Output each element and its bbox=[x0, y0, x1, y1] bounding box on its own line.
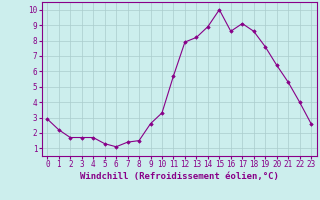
X-axis label: Windchill (Refroidissement éolien,°C): Windchill (Refroidissement éolien,°C) bbox=[80, 172, 279, 181]
